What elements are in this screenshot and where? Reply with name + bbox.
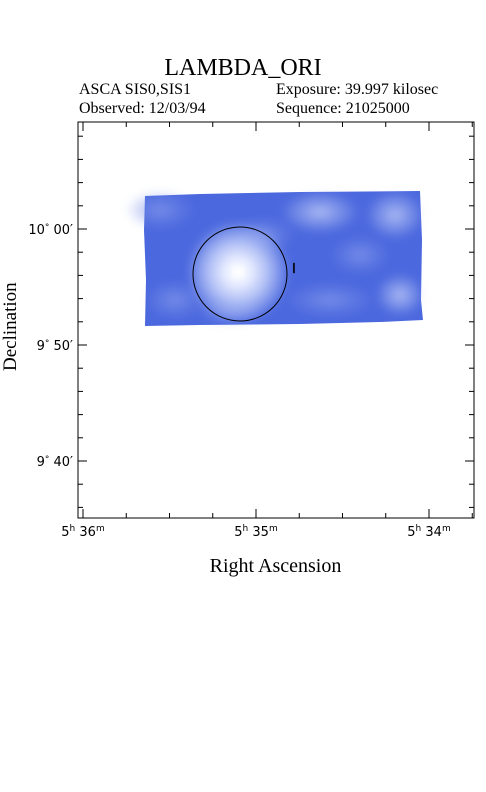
axis-tick-labels: 10° 00′ 9° 50′ 9° 40′ 5h 36m 5h 35m 5h 34m — [28, 223, 450, 540]
sequence-label: Sequence: 21025000 — [276, 100, 410, 117]
y-tick-label: 10° 00′ — [28, 223, 73, 238]
axis-ticks — [78, 122, 474, 518]
plot-frame — [77, 121, 475, 519]
y-tick-label: 9° 40′ — [37, 455, 73, 470]
y-axis-label: Declination — [0, 282, 21, 371]
exposure-label: Exposure: 39.997 kilosec — [276, 81, 439, 98]
x-tick-label: 5h 34m — [407, 524, 450, 540]
x-tick-label: 5h 36m — [61, 524, 104, 540]
y-tick-label: 9° 50′ — [37, 339, 73, 354]
source-region-circle — [192, 226, 288, 322]
source-marker-label: I — [292, 262, 296, 277]
instrument-label: ASCA SIS0,SIS1 — [79, 81, 192, 98]
x-axis-label: Right Ascension — [209, 555, 342, 577]
source-core — [232, 266, 244, 278]
observed-label: Observed: 12/03/94 — [79, 100, 206, 117]
x-tick-label: 5h 35m — [234, 524, 277, 540]
plot-title: LAMBDA_ORI — [164, 55, 322, 81]
